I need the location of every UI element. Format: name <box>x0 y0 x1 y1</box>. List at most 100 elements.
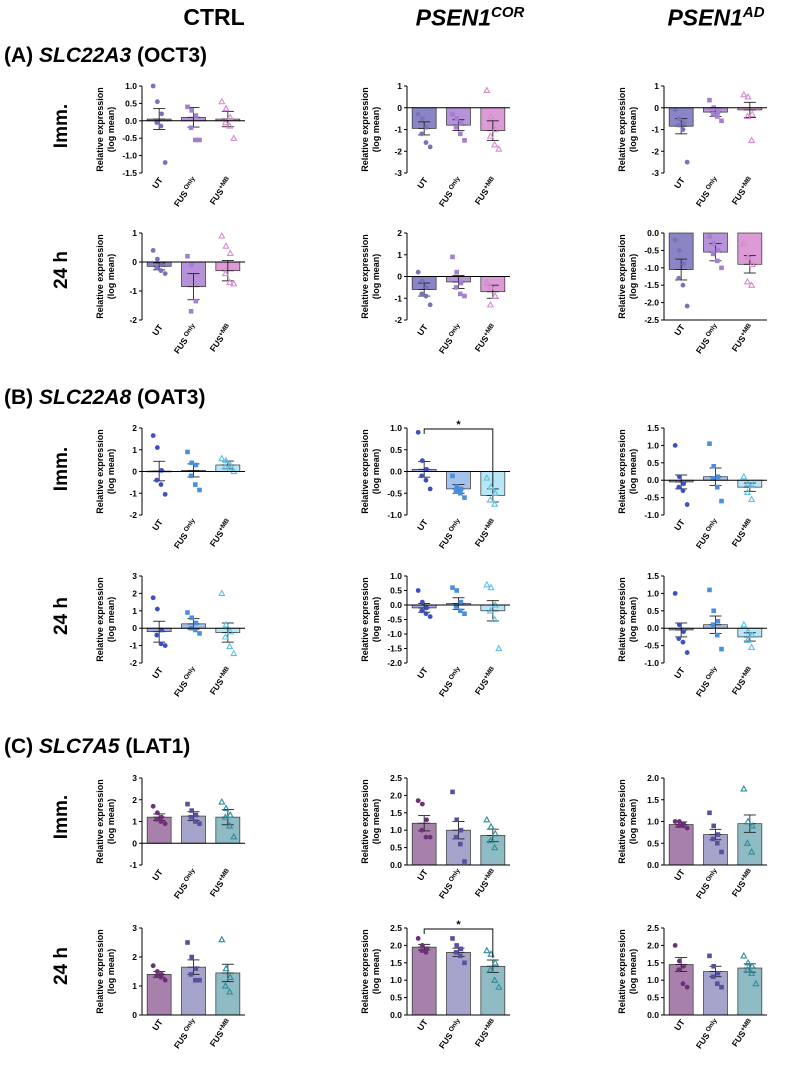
b-cor-24-point-2-1 <box>487 583 495 591</box>
a-cor-24-point-0-5 <box>427 302 433 308</box>
a-ctrl-imm-point-2-3 <box>221 118 230 126</box>
a-ctrl-24-point-1-2 <box>193 298 199 304</box>
a-ad-imm-x-label-0: UT <box>672 175 687 191</box>
c-cor-24-bar-1 <box>446 952 471 1016</box>
b-ad-imm-point-1-5 <box>719 498 724 504</box>
a-ad-imm-x-label-main-0: UT <box>672 175 687 191</box>
a-ctrl-imm-point-0-5 <box>162 160 168 165</box>
c-cor-24-y-axis-label-line2: (log mean) <box>371 949 381 995</box>
section-c-gene: SLC7A5 <box>39 735 120 758</box>
b-ctrl-24-point-1-1 <box>189 615 194 621</box>
c-cor-24-point-0-0 <box>415 936 421 941</box>
section-b-letter: (B) <box>4 386 34 409</box>
b-ad-imm-y-tick-label-2: 0.5 <box>647 458 659 468</box>
a-cor-imm-x-label-0: UT <box>415 175 430 191</box>
b-ad-imm-x-label-sup-1: Only <box>705 517 719 533</box>
c-cor-imm-y-tick-label-4: 0.5 <box>390 843 402 853</box>
a-ctrl-24-point-1-3 <box>188 309 194 314</box>
c-cor-imm-point-2-4 <box>491 843 499 851</box>
a-ad-24-point-2-2 <box>748 260 756 267</box>
section-a-gene: SLC22A3 <box>39 44 132 67</box>
b-ad-imm-point-2-1 <box>744 479 752 487</box>
a-ctrl-24-y-tick-label-0: 1 <box>132 228 137 238</box>
a-ad-24-point-0-4 <box>680 282 686 288</box>
a-ad-imm-point-2-0 <box>740 90 748 98</box>
chart-panel-c-ad-24h: Relative expression(log mean) 2.5 2.0 1.5 1.… <box>617 923 767 1051</box>
chart-panel-a-cor-24h: Relative expression(log mean) 2 1 0 -1 -2 UT FU… <box>360 228 510 356</box>
a-ctrl-24-point-1-1 <box>189 262 194 268</box>
c-ad-24-point-2-5 <box>752 979 760 987</box>
a-ctrl-24-point-2-1 <box>222 242 230 249</box>
a-cor-imm-point-2-1 <box>487 112 495 120</box>
a-ad-imm-y-axis-label-line2: (log mean) <box>628 107 638 153</box>
a-cor-imm-point-0-4 <box>423 140 429 145</box>
row-label-b-24h: 24 h <box>51 596 72 636</box>
column-header-psen1-ad-base: PSEN1 <box>667 4 743 31</box>
c-ctrl-24-point-2-4 <box>226 987 234 995</box>
c-ad-imm-point-2-0 <box>740 784 748 792</box>
b-ad-imm-point-2-2 <box>748 481 756 489</box>
b-ctrl-imm-y-axis-label: Relative expression(log mean) <box>95 429 116 514</box>
b-cor-imm-x-label-sup-1: Only <box>448 517 462 533</box>
b-ctrl-imm-point-1-5 <box>197 487 202 493</box>
c-ad-imm-bar-0 <box>668 824 694 866</box>
a-cor-imm-y-axis-label-line1: Relative expression <box>360 87 370 172</box>
a-cor-imm-point-0-2 <box>424 124 429 130</box>
a-ctrl-24-point-0-0 <box>150 248 156 253</box>
b-ad-24-point-0-2 <box>681 629 686 635</box>
c-cor-imm-x-label-2: FUS+MB <box>473 867 499 898</box>
b-cor-imm-significance-bracket <box>423 428 494 487</box>
a-ad-24-point-2-1 <box>744 253 752 261</box>
b-ctrl-24-y-axis-label: Relative expression(log mean) <box>95 577 116 662</box>
b-ad-24-x-label-main-0: UT <box>672 665 687 681</box>
a-ctrl-imm-x-label-2: FUS+MB <box>208 175 234 206</box>
a-ctrl-24-x-label-0: UT <box>150 322 165 338</box>
b-ad-imm-point-0-4 <box>680 488 686 494</box>
c-cor-24-y-tick-label-1: 2.0 <box>390 940 402 950</box>
c-cor-24-point-2-0 <box>483 946 491 954</box>
a-cor-24-point-2-2 <box>491 292 499 299</box>
a-ad-imm-point-0-4 <box>680 127 686 132</box>
c-cor-24-point-0-4 <box>423 949 429 955</box>
b-ctrl-imm-point-0-4 <box>158 482 164 487</box>
a-ctrl-24-point-0-3 <box>154 265 160 271</box>
b-ad-imm-y-axis-label: Relative expression(log mean) <box>617 429 638 514</box>
b-ctrl-24-x-label-main-0: UT <box>150 665 165 681</box>
c-ctrl-imm-y-tick-label-1: 2 <box>132 795 137 805</box>
b-ctrl-24-x-label-sup-2: +MB <box>217 665 231 681</box>
c-cor-24-x-label-sup-1: Only <box>448 1017 462 1033</box>
c-ad-24-point-1-3 <box>710 974 716 980</box>
c-ctrl-24-x-label-sup-2: +MB <box>217 1017 231 1033</box>
b-cor-imm-y-tick-label-2: 0.0 <box>390 467 402 477</box>
a-cor-imm-point-2-2 <box>491 125 499 133</box>
b-ad-24-x-label-0: UT <box>672 665 687 681</box>
a-cor-24-y-axis-label-line1: Relative expression <box>360 234 370 319</box>
section-c-protein: (LAT1) <box>125 735 191 758</box>
a-cor-imm-point-1-2 <box>458 120 464 126</box>
c-ad-imm-y-tick-label-1: 1.5 <box>647 795 659 805</box>
c-ctrl-imm-point-1-1 <box>189 808 194 813</box>
b-ctrl-imm-y-tick-label-4: -2 <box>129 510 137 520</box>
a-ad-24-y-tick-label-0: 0.0 <box>647 228 659 238</box>
b-cor-24-point-2-3 <box>486 606 495 614</box>
c-ad-imm-point-0-1 <box>676 819 682 824</box>
chart-panel-a-ctrl-imm: Relative expression(log mean) 1.0 0.5 0.0 -0… <box>95 81 245 209</box>
a-ctrl-imm-y-tick-label-0: 1.0 <box>125 81 137 91</box>
c-ad-24-point-1-0 <box>707 953 712 959</box>
b-ctrl-24-point-1-4 <box>193 627 198 633</box>
a-ad-imm-point-1-5 <box>719 118 724 124</box>
a-ctrl-imm-y-axis-label: Relative expression(log mean) <box>95 87 116 172</box>
c-ctrl-24-y-tick-label-1: 2 <box>132 952 137 962</box>
c-ctrl-24-point-0-1 <box>154 969 160 974</box>
c-ctrl-24-y-axis-label-line2: (log mean) <box>106 949 116 995</box>
a-ad-imm-point-2-3 <box>743 112 752 120</box>
a-ctrl-24-x-label-main-0: UT <box>150 322 165 338</box>
c-ad-24-point-2-0 <box>740 951 748 959</box>
c-cor-imm-point-1-0 <box>450 789 455 795</box>
b-ctrl-24-y-tick-label-1: 2 <box>132 588 137 598</box>
a-ctrl-24-y-axis-label: Relative expression(log mean) <box>95 234 116 319</box>
a-cor-24-point-0-0 <box>415 269 421 275</box>
a-ctrl-imm-y-axis-label-line2: (log mean) <box>106 107 116 153</box>
chart-panel-c-ad-imm: Relative expression(log mean) 2.0 1.5 1.0 0.… <box>617 773 767 901</box>
c-ctrl-imm-y-axis-label: Relative expression(log mean) <box>95 779 116 864</box>
